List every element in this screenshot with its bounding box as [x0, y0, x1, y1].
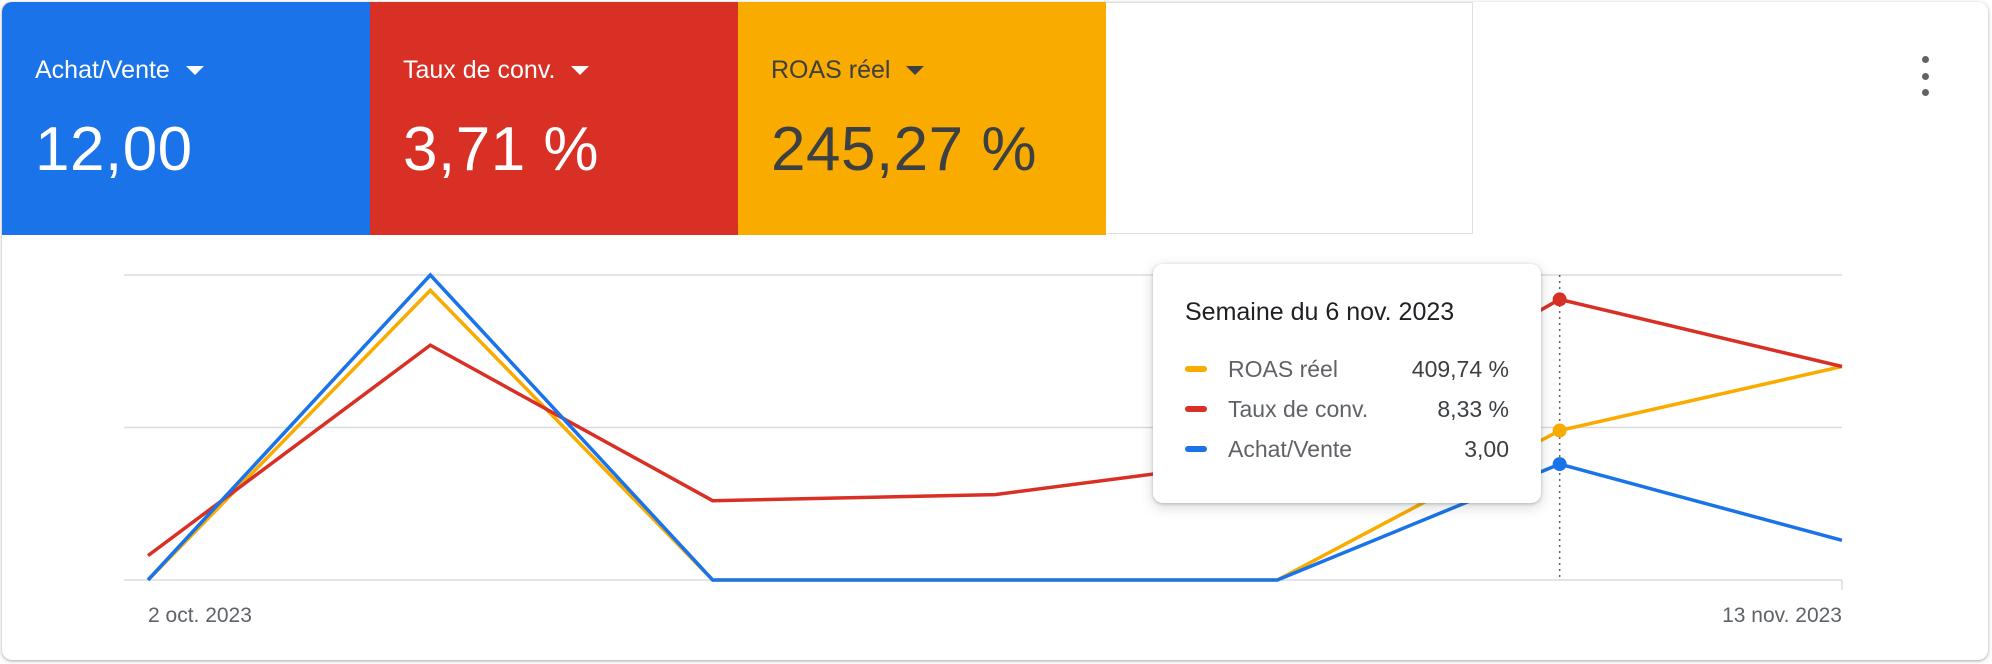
x-tick-label: 2 oct. 2023: [148, 604, 252, 627]
metric-tile-roas-reel[interactable]: ROAS réel 245,27 %: [738, 2, 1106, 235]
dropdown-caret-icon[interactable]: [185, 66, 204, 75]
tooltip-row: Achat/Vente 3,00: [1185, 429, 1509, 469]
metric-value-roas-reel: 245,27 %: [771, 115, 1037, 184]
tooltip-row: ROAS réel 409,74 %: [1185, 349, 1509, 389]
metric-label-taux-de-conv[interactable]: Taux de conv.: [403, 56, 590, 85]
tooltip-series-value: 409,74 %: [1411, 355, 1509, 382]
x-tick-label: 13 nov. 2023: [1722, 604, 1842, 627]
dropdown-caret-icon[interactable]: [906, 66, 925, 75]
tooltip-title: Semaine du 6 nov. 2023: [1185, 298, 1455, 326]
metric-tile-achat-vente[interactable]: Achat/Vente 12,00: [2, 2, 370, 235]
tooltip-row: Taux de conv. 8,33 %: [1185, 389, 1509, 429]
metric-value-achat-vente: 12,00: [35, 115, 193, 184]
tooltip-series-name: Taux de conv.: [1228, 395, 1369, 422]
chart-tooltip: Semaine du 6 nov. 2023 ROAS réel 409,74 …: [1153, 264, 1541, 503]
metric-tile-taux-de-conv[interactable]: Taux de conv. 3,71 %: [370, 2, 738, 235]
series-swatch-icon: [1185, 406, 1207, 412]
tooltip-series-value: 3,00: [1464, 435, 1509, 462]
series-swatch-icon: [1185, 446, 1207, 452]
dropdown-caret-icon[interactable]: [571, 66, 590, 75]
metric-value-taux-de-conv: 3,71 %: [403, 115, 600, 184]
highlight-point-0: [1552, 423, 1567, 438]
highlight-point-1: [1552, 292, 1567, 307]
metric-label-roas-reel[interactable]: ROAS réel: [771, 56, 925, 85]
series-line-0: [146, 287, 1843, 582]
more-vert-icon[interactable]: [1912, 56, 1938, 96]
metric-label-achat-vente[interactable]: Achat/Vente: [35, 56, 204, 85]
metric-tiles: Achat/Vente 12,00 Taux de conv. 3,71 % R…: [2, 2, 1473, 235]
highlight-point-2: [1552, 457, 1567, 472]
tooltip-series-name: ROAS réel: [1228, 355, 1338, 382]
tooltip-series-name: Achat/Vente: [1228, 435, 1353, 462]
tooltip-series-value: 8,33 %: [1437, 395, 1509, 422]
series-swatch-icon: [1185, 366, 1207, 372]
metric-tile-empty[interactable]: [1106, 2, 1473, 234]
